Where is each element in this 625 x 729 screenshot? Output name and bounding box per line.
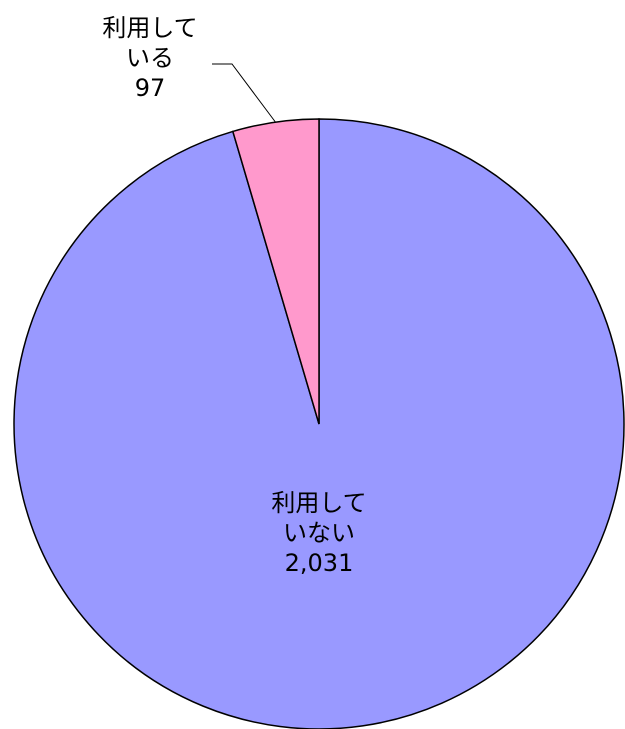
category-label: 利用していない <box>271 489 366 547</box>
leader-line <box>212 63 276 123</box>
pie-slice <box>231 118 320 425</box>
category-label: 利用している <box>102 14 197 72</box>
value-label: 97 <box>135 74 166 102</box>
value-label: 2,031 <box>285 549 354 577</box>
